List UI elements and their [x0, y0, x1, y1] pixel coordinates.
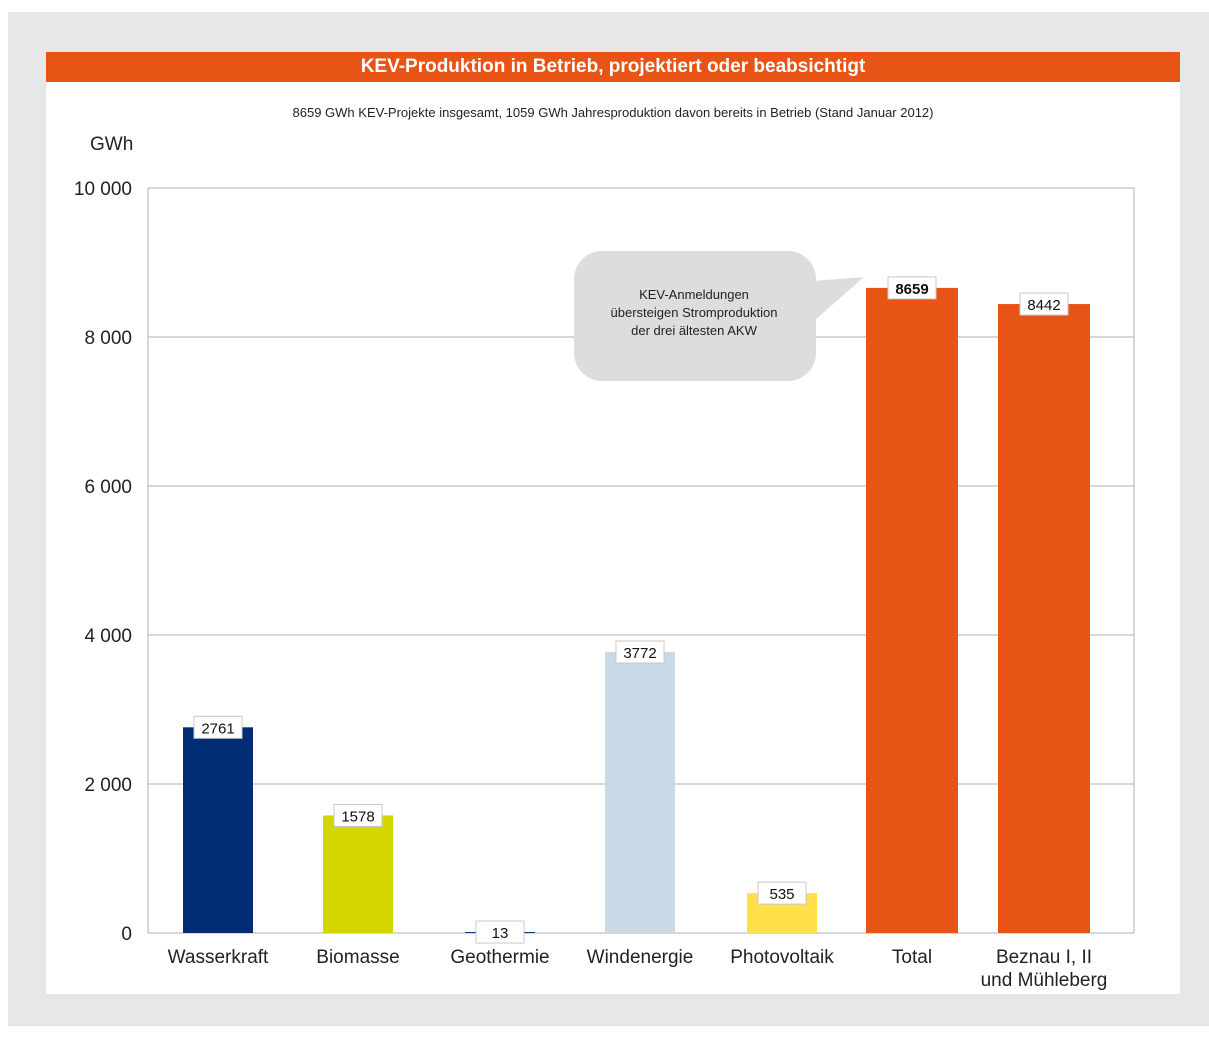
- x-tick-label: Total: [892, 947, 932, 968]
- y-tick-label: 8 000: [84, 328, 132, 349]
- callout-text: KEV-Anmeldungen: [639, 287, 749, 302]
- x-tick-label: Windenergie: [587, 947, 694, 968]
- x-tick-label: Geothermie: [450, 947, 549, 968]
- bar: [998, 304, 1090, 933]
- x-tick-label: Beznau I, II: [996, 947, 1092, 968]
- value-label: 8442: [1027, 297, 1060, 314]
- value-label-box: [757, 881, 807, 905]
- value-label-box: [615, 640, 665, 664]
- value-label: 8659: [895, 281, 928, 298]
- x-tick-label: Photovoltaik: [730, 947, 834, 968]
- chart-subtitle: 8659 GWh KEV-Projekte insgesamt, 1059 GW…: [292, 105, 934, 120]
- x-tick-label: Wasserkraft: [168, 947, 269, 968]
- value-label: 535: [769, 886, 794, 903]
- value-label-box: [193, 715, 243, 739]
- value-label-box: [475, 920, 525, 944]
- bar: [323, 815, 393, 933]
- bar: [183, 727, 253, 933]
- y-tick-label: 0: [121, 924, 132, 945]
- x-tick-label: Biomasse: [316, 947, 399, 968]
- y-tick-label: 2 000: [84, 775, 132, 796]
- chart-title: KEV-Produktion in Betrieb, projektiert o…: [46, 52, 1180, 82]
- value-labels: 2761 1578 13 3772 535 8659 8442: [193, 276, 1069, 944]
- value-label-box: [1019, 292, 1069, 316]
- value-label-box: [887, 276, 937, 300]
- bar: [866, 287, 958, 933]
- value-label: 13: [492, 925, 509, 942]
- y-tick-label: 6 000: [84, 477, 132, 498]
- callout: KEV-Anmeldungen übersteigen Stromprodukti…: [574, 251, 864, 381]
- callout-bubble: [574, 251, 816, 381]
- bars: [183, 287, 1090, 933]
- value-label-box: [333, 803, 383, 827]
- callout-text: übersteigen Stromproduktion: [611, 305, 778, 320]
- y-tick-label: 10 000: [74, 179, 132, 200]
- bar: [605, 651, 675, 933]
- value-label: 2761: [201, 720, 234, 737]
- x-axis: Wasserkraft Biomasse Geothermie Windenergie…: [168, 947, 1108, 991]
- x-tick-label: und Mühleberg: [981, 970, 1108, 991]
- y-axis-label: GWh: [90, 134, 133, 155]
- y-tick-label: 4 000: [84, 626, 132, 647]
- value-label: 1578: [341, 808, 374, 825]
- value-label: 3772: [623, 645, 656, 662]
- y-axis: 0 2 000 4 000 6 000 8 000 10 000 GWh: [74, 134, 1135, 945]
- callout-text: der drei ältesten AKW: [631, 323, 757, 338]
